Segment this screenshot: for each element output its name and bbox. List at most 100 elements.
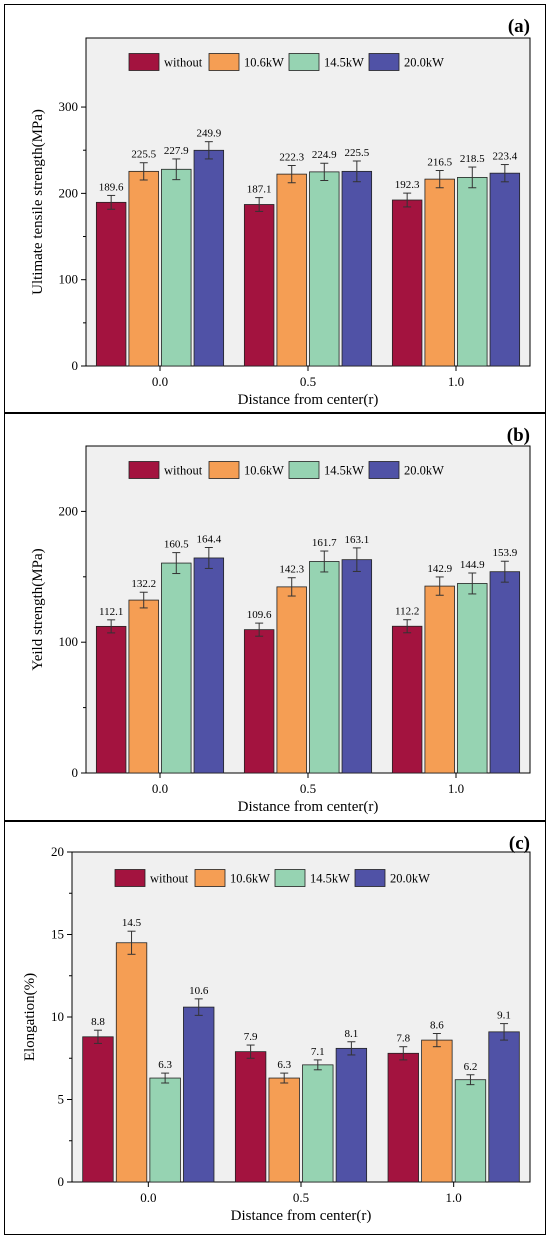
x-axis-title: Distance from center(r) xyxy=(238,799,379,815)
bar-without xyxy=(95,625,127,774)
legend-swatch xyxy=(354,869,386,887)
data-label: 6.3 xyxy=(277,1059,291,1071)
legend-label: 20.0kW xyxy=(404,464,444,478)
data-label: 161.7 xyxy=(312,537,337,549)
data-label: 216.5 xyxy=(427,156,452,168)
data-label: 192.3 xyxy=(395,179,420,191)
plot-area xyxy=(85,445,531,774)
data-label: 8.1 xyxy=(345,1028,359,1040)
legend-label: 14.5kW xyxy=(310,872,350,886)
bar-106kw xyxy=(268,1077,300,1183)
bar-145kw xyxy=(454,1079,487,1183)
x-tick-label: 1.0 xyxy=(446,1190,462,1205)
data-label: 112.1 xyxy=(99,606,123,618)
legend-swatch xyxy=(208,461,240,479)
y-tick-label: 100 xyxy=(59,634,79,649)
legend-label: 20.0kW xyxy=(390,872,430,886)
x-tick-label: 0.0 xyxy=(152,374,168,389)
x-tick-label: 0.5 xyxy=(293,1190,309,1205)
x-axis-title: Distance from center(r) xyxy=(231,1208,372,1224)
x-tick-label: 0.0 xyxy=(140,1190,156,1205)
legend: without 10.6kW 14.5kW 20.0kW xyxy=(114,869,430,887)
bar-without xyxy=(243,629,275,774)
data-label: 8.6 xyxy=(430,1020,444,1032)
bar-200kw xyxy=(341,170,373,367)
legend-swatch xyxy=(288,53,320,71)
x-tick-label: 1.0 xyxy=(448,374,464,389)
x-tick-label: 1.0 xyxy=(448,781,464,796)
bar-200kw xyxy=(335,1047,368,1183)
bar-145kw xyxy=(161,562,192,774)
data-label: 112.2 xyxy=(395,606,419,618)
bar-145kw xyxy=(309,171,340,367)
x-axis-title: Distance from center(r) xyxy=(238,392,379,408)
bar-without xyxy=(95,201,127,367)
bar-without xyxy=(243,204,275,367)
legend-label: 10.6kW xyxy=(244,464,284,478)
legend-label: 14.5kW xyxy=(324,56,364,70)
legend: without 10.6kW 14.5kW 20.0kW xyxy=(128,53,444,71)
data-label: 225.5 xyxy=(344,147,369,159)
data-label: 227.9 xyxy=(164,145,189,157)
data-label: 6.2 xyxy=(464,1061,478,1073)
chart-panel-1: 0 100 200 0.0 112.1 132.2 160.5 164.4 0.5 109.6 14… xyxy=(4,413,546,821)
data-label: 7.1 xyxy=(311,1046,325,1058)
bar-106kw xyxy=(424,178,455,367)
data-label: 9.1 xyxy=(497,1010,511,1022)
data-label: 109.6 xyxy=(247,609,272,621)
panel-label: (a) xyxy=(508,16,530,37)
bar-200kw xyxy=(193,557,225,774)
bar-145kw xyxy=(457,176,488,367)
panel-label: (b) xyxy=(507,425,530,446)
y-tick-label: 300 xyxy=(59,99,79,114)
bar-145kw xyxy=(149,1077,181,1183)
legend-label: 10.6kW xyxy=(230,872,270,886)
data-label: 153.9 xyxy=(492,547,517,559)
legend: without 10.6kW 14.5kW 20.0kW xyxy=(128,461,444,479)
legend-swatch xyxy=(274,869,306,887)
bar-without xyxy=(387,1052,419,1183)
legend-label: without xyxy=(164,56,203,70)
x-tick-label: 0.5 xyxy=(300,781,316,796)
y-axis-title: Yeild strength(MPa) xyxy=(30,548,46,670)
x-tick-label: 0.5 xyxy=(300,374,316,389)
y-axis-title: Ultimate tensile strength(MPa) xyxy=(30,109,46,295)
bar-106kw xyxy=(424,585,455,774)
bar-without xyxy=(391,199,423,367)
data-label: 223.4 xyxy=(492,151,517,163)
data-label: 249.9 xyxy=(196,128,221,140)
plot-area xyxy=(85,37,531,367)
bar-200kw xyxy=(341,559,373,774)
legend-label: 10.6kW xyxy=(244,56,284,70)
y-tick-label: 5 xyxy=(58,1092,65,1107)
legend-label: without xyxy=(150,872,189,886)
data-label: 163.1 xyxy=(344,534,369,546)
data-label: 8.8 xyxy=(91,1016,105,1028)
legend-swatch xyxy=(194,869,226,887)
y-tick-label: 0 xyxy=(72,358,79,373)
legend-swatch xyxy=(288,461,320,479)
bar-106kw xyxy=(276,173,307,367)
bar-106kw xyxy=(128,170,159,367)
y-tick-label: 200 xyxy=(59,503,79,518)
data-label: 144.9 xyxy=(460,559,485,571)
data-label: 10.6 xyxy=(189,985,209,997)
chart-panel-2: 0 5 10 15 20 0.0 8.8 14.5 6.3 10.6 0.5 7.9 6.3 7.1 8.1… xyxy=(4,821,546,1235)
data-label: 224.9 xyxy=(312,149,337,161)
data-label: 164.4 xyxy=(196,534,221,546)
bar-200kw xyxy=(193,149,225,367)
bar-106kw xyxy=(421,1039,453,1183)
legend-label: without xyxy=(164,464,203,478)
legend-swatch xyxy=(368,53,400,71)
bar-200kw xyxy=(183,1006,215,1183)
y-tick-label: 0 xyxy=(58,1174,65,1189)
bar-without xyxy=(391,625,423,774)
data-label: 7.8 xyxy=(396,1033,410,1045)
legend-label: 20.0kW xyxy=(404,56,444,70)
data-label: 6.3 xyxy=(158,1059,172,1071)
y-tick-label: 0 xyxy=(72,765,79,780)
bar-145kw xyxy=(302,1064,334,1183)
data-label: 132.2 xyxy=(131,578,156,590)
legend-swatch xyxy=(114,869,146,887)
